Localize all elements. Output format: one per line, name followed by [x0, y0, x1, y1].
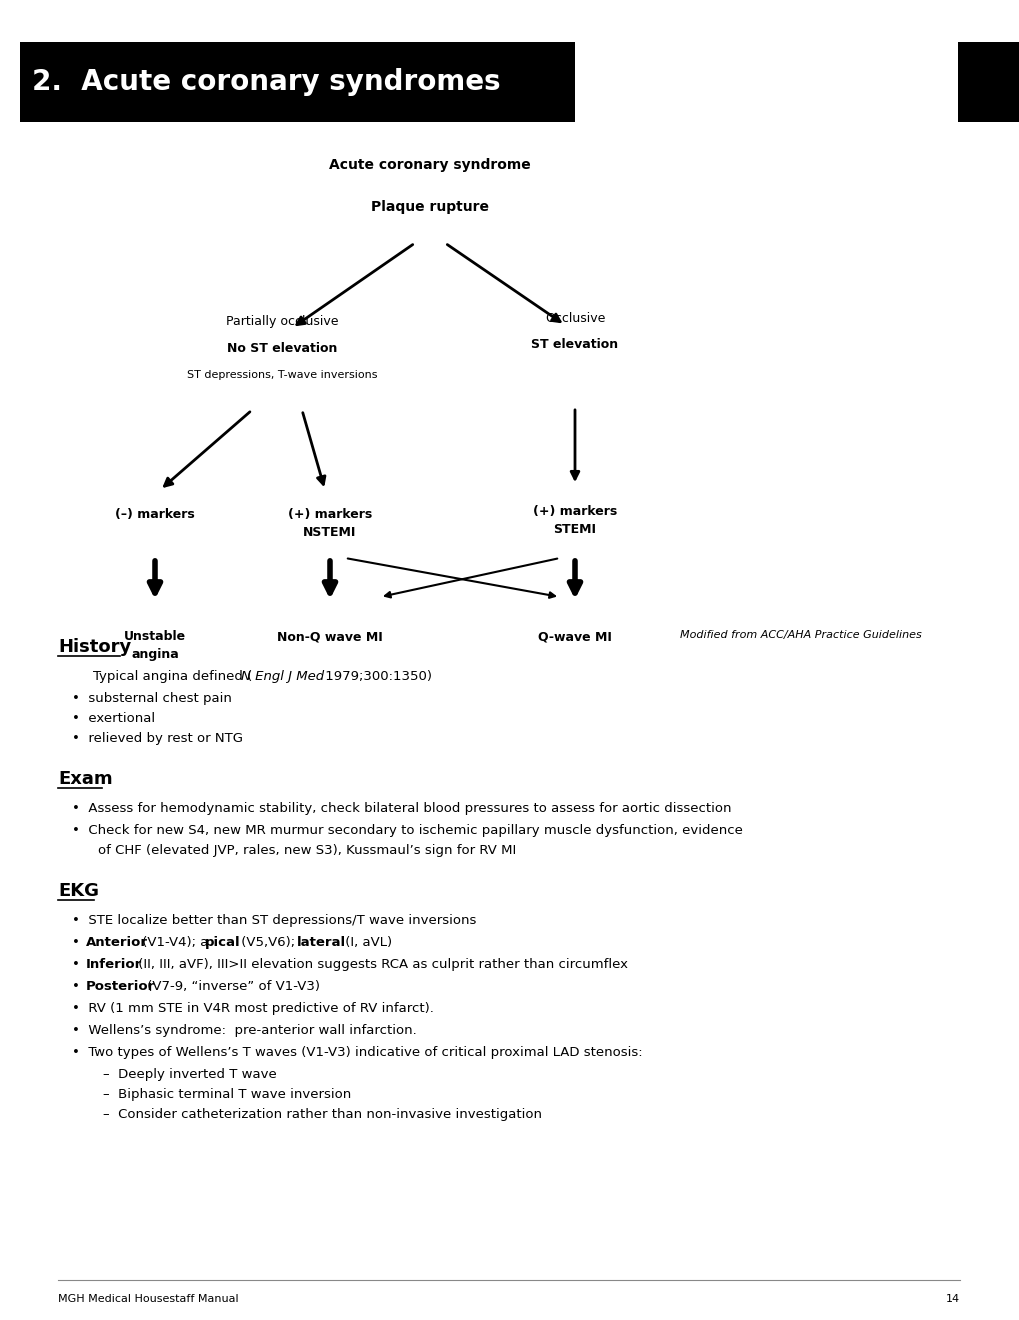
Text: Anterior: Anterior [86, 936, 148, 949]
Text: •: • [72, 979, 89, 993]
Text: •  Two types of Wellens’s T waves (V1-V3) indicative of critical proximal LAD st: • Two types of Wellens’s T waves (V1-V3)… [72, 1045, 642, 1059]
Text: •  STE localize better than ST depressions/T wave inversions: • STE localize better than ST depression… [72, 913, 476, 927]
Text: No ST elevation: No ST elevation [226, 342, 337, 355]
Text: –  Biphasic terminal T wave inversion: – Biphasic terminal T wave inversion [103, 1088, 351, 1101]
Text: Q-wave MI: Q-wave MI [538, 630, 611, 643]
Text: 1979;300:1350): 1979;300:1350) [321, 671, 432, 682]
Text: of CHF (elevated JVP, rales, new S3), Kussmaul’s sign for RV MI: of CHF (elevated JVP, rales, new S3), Ku… [98, 843, 516, 857]
Text: MGH Medical Housestaff Manual: MGH Medical Housestaff Manual [58, 1294, 238, 1304]
Text: N Engl J Med: N Engl J Med [240, 671, 324, 682]
Text: STEMI: STEMI [553, 523, 596, 536]
Text: 2.  Acute coronary syndromes: 2. Acute coronary syndromes [32, 69, 500, 96]
Text: •  exertional: • exertional [72, 711, 155, 725]
Text: lateral: lateral [297, 936, 345, 949]
Text: •  RV (1 mm STE in V4R most predictive of RV infarct).: • RV (1 mm STE in V4R most predictive of… [72, 1002, 433, 1015]
Text: Posterior: Posterior [86, 979, 155, 993]
Text: Inferior: Inferior [86, 958, 142, 972]
Bar [20, 42, 575, 121]
Text: ST elevation: ST elevation [531, 338, 618, 351]
Text: History: History [58, 638, 131, 656]
Text: –  Consider catheterization rather than non-invasive investigation: – Consider catheterization rather than n… [103, 1107, 541, 1121]
Bar [957, 42, 1019, 121]
Text: 14: 14 [945, 1294, 959, 1304]
Text: Typical angina defined (: Typical angina defined ( [93, 671, 252, 682]
Text: •  relieved by rest or NTG: • relieved by rest or NTG [72, 733, 243, 744]
Text: •  substernal chest pain: • substernal chest pain [72, 692, 231, 705]
Text: (II, III, aVF), III>II elevation suggests RCA as culprit rather than circumflex: (II, III, aVF), III>II elevation suggest… [133, 958, 628, 972]
Text: NSTEMI: NSTEMI [303, 525, 357, 539]
Text: Modified from ACC/AHA Practice Guidelines: Modified from ACC/AHA Practice Guideline… [680, 630, 921, 640]
Text: angina: angina [131, 648, 178, 661]
Text: (–) markers: (–) markers [115, 508, 195, 521]
Text: Exam: Exam [58, 770, 112, 788]
Text: (+) markers: (+) markers [287, 508, 372, 521]
Text: ST depressions, T-wave inversions: ST depressions, T-wave inversions [186, 370, 377, 380]
Text: •: • [72, 958, 89, 972]
Text: (V5,V6);: (V5,V6); [236, 936, 300, 949]
Text: pical: pical [205, 936, 240, 949]
Text: •  Wellens’s syndrome:  pre-anterior wall infarction.: • Wellens’s syndrome: pre-anterior wall … [72, 1024, 417, 1038]
Text: EKG: EKG [58, 882, 99, 900]
Text: •  Assess for hemodynamic stability, check bilateral blood pressures to assess f: • Assess for hemodynamic stability, chec… [72, 803, 731, 814]
Text: Unstable: Unstable [124, 630, 185, 643]
Text: Occlusive: Occlusive [544, 312, 604, 325]
Text: (V1-V4); a: (V1-V4); a [138, 936, 208, 949]
Text: (I, aVL): (I, aVL) [340, 936, 391, 949]
Text: •: • [72, 936, 89, 949]
Text: Acute coronary syndrome: Acute coronary syndrome [329, 158, 530, 172]
Text: –  Deeply inverted T wave: – Deeply inverted T wave [103, 1068, 276, 1081]
Text: (+) markers: (+) markers [532, 506, 616, 517]
Text: Plaque rupture: Plaque rupture [371, 201, 488, 214]
Text: Partially occlusive: Partially occlusive [225, 315, 338, 327]
Text: Non-Q wave MI: Non-Q wave MI [277, 630, 382, 643]
Text: (V7-9, “inverse” of V1-V3): (V7-9, “inverse” of V1-V3) [143, 979, 320, 993]
Text: •  Check for new S4, new MR murmur secondary to ischemic papillary muscle dysfun: • Check for new S4, new MR murmur second… [72, 824, 742, 837]
